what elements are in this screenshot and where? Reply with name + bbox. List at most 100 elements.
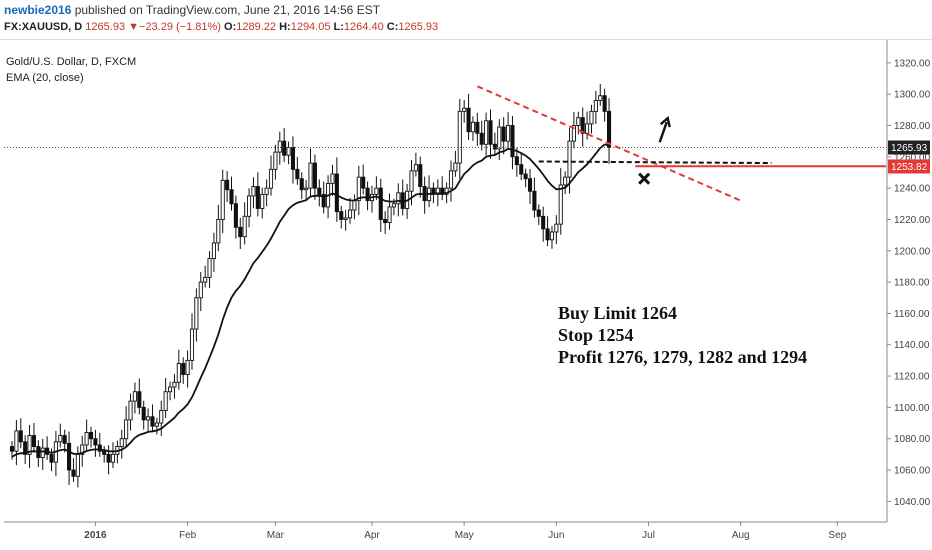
y-tick-label: 1180.00 [894, 278, 930, 289]
candle-body [479, 132, 484, 145]
candle-body [238, 226, 243, 238]
legend-indicator: EMA (20, close) [6, 72, 84, 84]
candle-body [207, 258, 212, 278]
y-tick-label: 1260.00 [894, 152, 931, 163]
candle-body [106, 453, 111, 463]
candle-body [260, 193, 265, 209]
candle-body [339, 211, 344, 220]
candle-body [141, 406, 146, 421]
candle-body [49, 453, 54, 463]
candle-body [299, 178, 304, 191]
candle-body [343, 217, 348, 220]
candle-body [321, 193, 326, 208]
x-tick-label: Feb [179, 530, 197, 541]
chart-legend: Gold/U.S. Dollar, D, FXCM EMA (20, close… [6, 56, 136, 88]
x-tick-label: May [455, 530, 474, 541]
annotation-buy-limit: Buy Limit 1264 [558, 303, 678, 323]
candle-body [413, 164, 418, 172]
candle-body [102, 450, 107, 455]
candle-body [497, 126, 502, 150]
candle-body [418, 164, 423, 188]
candle-body [273, 151, 278, 170]
candle-body [67, 442, 72, 471]
y-tick-label: 1140.00 [894, 340, 930, 351]
last-price: 1265.93 [85, 21, 126, 33]
candle-body [110, 453, 116, 463]
candle-body [383, 218, 388, 224]
candle-body [97, 444, 102, 452]
candle-body [602, 95, 607, 112]
candle-body [132, 391, 137, 402]
candle-body [211, 242, 216, 260]
candle-body [361, 176, 366, 189]
candle-body [378, 187, 383, 220]
candle-body [312, 162, 317, 189]
candle-body [154, 422, 159, 427]
close-label: C: [386, 21, 399, 33]
open-value: 1289.22 [236, 21, 277, 33]
candle-body [506, 125, 511, 142]
candle-body [62, 435, 67, 444]
candle-body [409, 170, 414, 192]
candle-body [435, 187, 440, 195]
candle-body [124, 419, 129, 440]
candle-body [233, 203, 238, 228]
candle-body [58, 435, 63, 443]
candle-body [80, 444, 85, 455]
candle-body [356, 176, 361, 202]
candle-body [277, 140, 282, 153]
candle-body [220, 179, 225, 220]
candle-body [176, 363, 181, 383]
y-tick-label: 1040.00 [894, 497, 931, 508]
candle-body [194, 297, 199, 330]
candle-body [137, 391, 142, 408]
author-link[interactable]: newbie2016 [4, 3, 72, 17]
y-tick-label: 1320.00 [894, 58, 931, 69]
candle-body [286, 146, 291, 156]
plot-area [4, 40, 886, 522]
header-divider [0, 39, 932, 40]
candle-body [282, 140, 287, 156]
candle-body [593, 99, 598, 112]
candle-body [391, 203, 396, 208]
candle-body [541, 215, 546, 230]
price-chart[interactable]: 1040.00 1060.00 1080.00 1100.00 1120.00 1140.… [0, 40, 932, 550]
candle-body [536, 209, 541, 217]
candle-body [146, 416, 151, 421]
candle-body [181, 363, 186, 375]
last-price-tag-bg [888, 140, 930, 155]
publish-text: published on TradingView.com, June 21, 2… [71, 3, 381, 17]
candle-body [580, 117, 585, 134]
candle-body [264, 187, 269, 195]
y-tick-label: 1100.00 [894, 403, 930, 414]
candle-body [466, 107, 471, 133]
last-price-tag: 1265.93 [891, 143, 928, 154]
candle-body [492, 143, 497, 150]
candle-body [71, 469, 76, 477]
publish-header: newbie2016 published on TradingView.com,… [0, 0, 932, 38]
candle-body [558, 184, 563, 225]
x-tick-label: Mar [267, 530, 285, 541]
y-tick-label: 1160.00 [894, 309, 930, 320]
arrow-up-head [659, 115, 671, 128]
candle-body [40, 447, 45, 458]
y-tick-label: 1060.00 [894, 466, 931, 477]
candle-body [295, 168, 300, 180]
y-tick-label: 1080.00 [894, 434, 931, 445]
candle-body [290, 146, 296, 170]
candle-body [488, 120, 493, 145]
candle-body [501, 126, 506, 142]
candle-body [484, 120, 489, 145]
candle-body [255, 186, 260, 209]
candle-body [189, 328, 195, 361]
candle-body [396, 192, 401, 205]
stop-price-tag-bg [888, 159, 930, 174]
candle-body [198, 281, 203, 299]
candle-body [334, 173, 339, 213]
candle-body [576, 117, 581, 126]
candle-body [545, 228, 550, 241]
arrow-up-icon [658, 121, 668, 143]
candle-body [14, 430, 19, 452]
candle-body [317, 187, 322, 195]
candle-body [470, 121, 476, 133]
